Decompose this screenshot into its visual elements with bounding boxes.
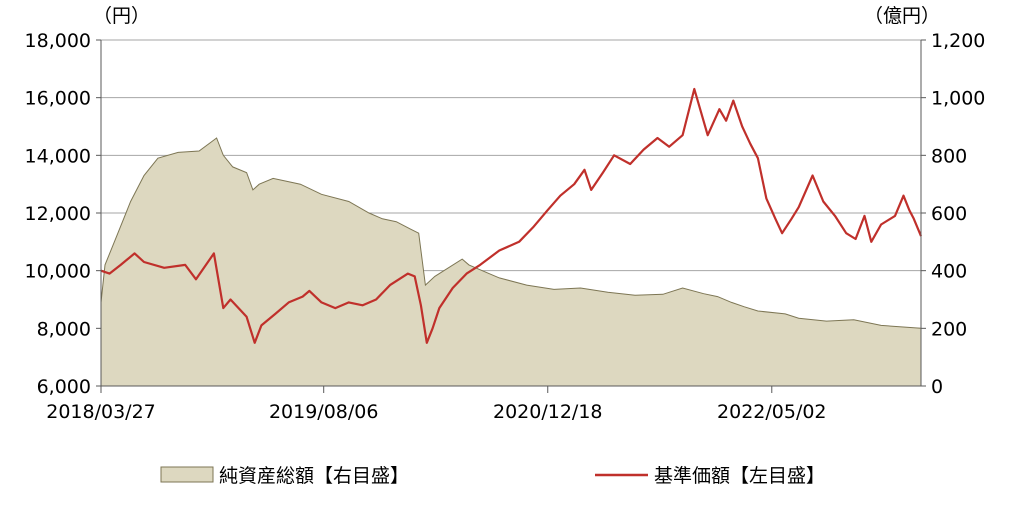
net-assets-area	[101, 138, 921, 386]
nav-line-layer	[100, 87, 923, 344]
nav-line	[100, 87, 923, 344]
right-tick-label: 200	[931, 318, 967, 340]
right-tick-label: 0	[931, 376, 943, 398]
legend-label-net-assets: 純資産総額【右目盛】	[219, 465, 409, 487]
net-assets-area-edge	[100, 137, 922, 329]
left-axis-ticks: 6,000 8,000 10,000 12,000 14,000 16,000 18,000	[25, 30, 101, 398]
left-tick-label: 10,000	[25, 261, 91, 283]
x-tick-label: 2020/12/18	[493, 401, 603, 423]
net-assets-area-layer	[100, 137, 922, 386]
right-tick-label: 600	[931, 203, 967, 225]
x-axis-ticks: 2018/03/27 2019/08/06 2020/12/18 2022/05/02	[46, 386, 827, 423]
legend-label-nav: 基準価額【左目盛】	[654, 465, 825, 487]
right-tick-label: 400	[931, 261, 967, 283]
x-tick-label: 2022/05/02	[717, 401, 827, 423]
left-tick-label: 14,000	[25, 145, 91, 167]
left-axis-unit: （円）	[93, 5, 150, 27]
right-axis-unit: （億円）	[864, 5, 940, 27]
left-tick-label: 6,000	[37, 376, 91, 398]
right-axis-ticks: 0 200 400 600 800 1,000 1,200	[921, 30, 985, 398]
left-tick-label: 12,000	[25, 203, 91, 225]
right-tick-label: 1,000	[931, 88, 985, 110]
left-tick-label: 16,000	[25, 88, 91, 110]
x-tick-label: 2018/03/27	[46, 401, 156, 423]
x-tick-label: 2019/08/06	[269, 401, 379, 423]
right-tick-label: 1,200	[931, 30, 985, 52]
legend: 純資産総額【右目盛】 基準価額【左目盛】	[160, 465, 825, 487]
left-tick-label: 18,000	[25, 30, 91, 52]
right-tick-label: 800	[931, 145, 967, 167]
left-tick-label: 8,000	[37, 318, 91, 340]
legend-swatch-net-assets	[160, 466, 214, 483]
